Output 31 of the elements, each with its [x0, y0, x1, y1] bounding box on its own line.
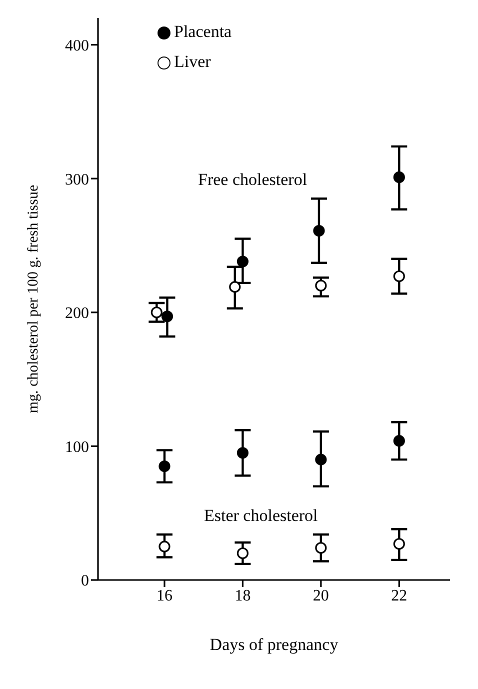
- y-tick-label: 0: [81, 572, 89, 590]
- point: [393, 538, 405, 550]
- legend-label: Liver: [174, 52, 211, 71]
- point: [315, 454, 327, 466]
- x-tick-label: 22: [391, 587, 408, 604]
- x-tick-label: 16: [156, 587, 172, 604]
- annotation: Ester cholesterol: [204, 506, 318, 526]
- annotation: Free cholesterol: [198, 170, 308, 190]
- point: [229, 281, 241, 293]
- point: [236, 547, 249, 560]
- y-axis-title: mg. cholesterol per 100 g. fresh tissue: [25, 184, 42, 414]
- point: [393, 270, 405, 282]
- y-tick-label: 300: [65, 171, 89, 188]
- point: [161, 310, 174, 322]
- point: [236, 256, 249, 268]
- x-tick-label: 18: [234, 587, 251, 604]
- point: [393, 171, 405, 184]
- x-axis-title: Days of pregnancy: [210, 635, 339, 654]
- y-tick-label: 400: [65, 37, 89, 54]
- y-tick-label: 200: [65, 305, 89, 322]
- legend-label: Placenta: [174, 22, 232, 41]
- point: [315, 280, 327, 292]
- point: [150, 306, 162, 318]
- point: [315, 542, 327, 554]
- point: [313, 224, 325, 237]
- point: [236, 447, 249, 459]
- point: [158, 540, 170, 552]
- y-tick-label: 100: [65, 438, 89, 456]
- point: [393, 435, 405, 447]
- x-tick-label: 20: [312, 587, 329, 604]
- point: [158, 460, 170, 472]
